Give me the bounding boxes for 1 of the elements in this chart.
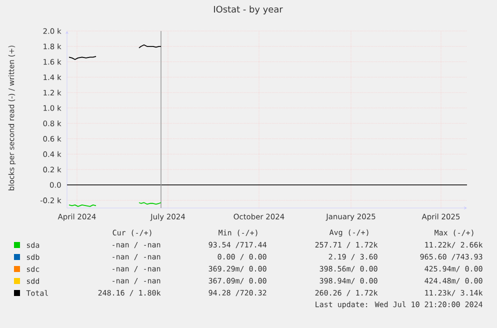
chart-title: IOstat - by year	[214, 6, 283, 14]
